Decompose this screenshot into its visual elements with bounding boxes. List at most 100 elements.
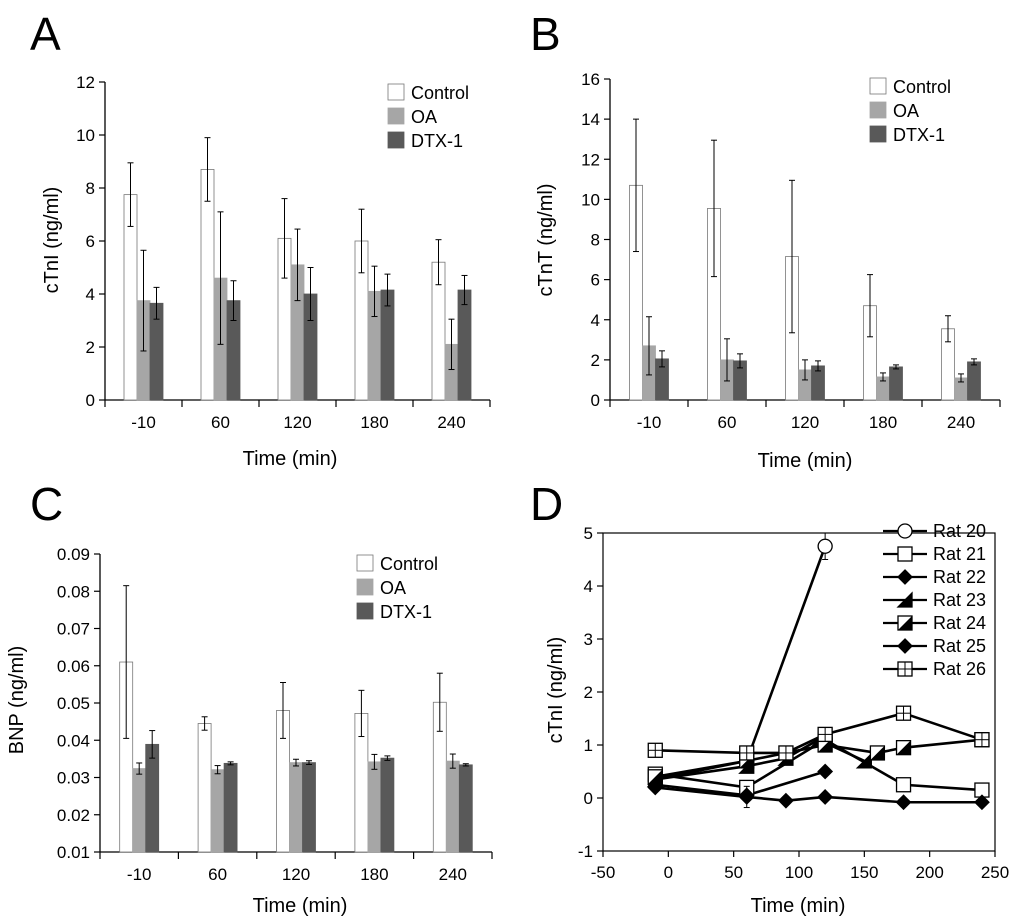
panel-b-x-axis-label: Time (min) — [758, 450, 853, 472]
panel-d-x-tick-label: 150 — [850, 863, 878, 882]
panel-d: D cTnI (ng/ml) Time (min) -1 0 1 2 3 4 5 -50 0 50… — [530, 478, 1009, 917]
panel-d-y-tick-label: 0 — [584, 789, 593, 808]
panel-c-y-tick-label: 0.08 — [57, 582, 90, 601]
panel-d-y-tick-label: 2 — [584, 683, 593, 702]
panel-c-y-tick-label: 0.06 — [57, 657, 90, 676]
panel-c-legend-label: DTX-1 — [380, 602, 432, 622]
panel-a: A cTnI (ng/ml) Time (min) 0 2 4 6 8 10 12 -10 60… — [30, 8, 491, 470]
panel-c-x-tick-label: 120 — [282, 865, 310, 884]
panel-c-legend-label: OA — [380, 578, 406, 598]
panel-d-marker-square — [895, 777, 912, 793]
panel-d-marker-square-cross — [739, 745, 755, 761]
panel-d-marker-half-square-fill — [896, 740, 911, 755]
panel-b-x-tick-label: 120 — [791, 413, 819, 432]
panel-d-marker-diamond — [778, 792, 794, 809]
panel-letter-c: C — [30, 478, 63, 530]
panel-b-y-tick-label: 14 — [581, 110, 600, 129]
panel-d-legend-label: Rat 21 — [933, 544, 986, 564]
panel-a-y-tick-label: 10 — [76, 126, 95, 145]
panel-d-series-line — [655, 711, 983, 755]
panel-d-marker-circle — [817, 538, 833, 554]
panel-c-x-tick-label: 60 — [208, 865, 227, 884]
panel-c-legend-swatch — [356, 602, 374, 620]
panel-d-series-line — [655, 786, 982, 804]
panel-d-marker-diamond — [817, 789, 834, 805]
panel-b-bar — [889, 366, 903, 401]
panel-c-bar — [367, 761, 382, 853]
panel-b-legend-swatch — [869, 77, 887, 95]
panel-b-y-tick-label: 2 — [591, 351, 600, 370]
panel-c-y-tick-label: 0.01 — [57, 843, 90, 862]
panel-d-marker-square-cross — [778, 745, 794, 761]
panel-d-x-tick-label: 50 — [724, 863, 743, 882]
panel-c-bar — [223, 762, 238, 853]
panel-a-bar — [457, 289, 472, 401]
panel-d-y-axis-label: cTnI (ng/ml) — [545, 637, 567, 744]
panel-c-bar — [132, 768, 147, 853]
panel-d-marker-circle — [897, 523, 913, 539]
panel-b-legend-label: DTX-1 — [893, 125, 945, 145]
panel-d-marker-square — [897, 546, 913, 562]
panel-a-x-tick-label: 240 — [437, 413, 465, 432]
panel-d-marker-square-cross — [895, 705, 912, 721]
panel-c-x-tick-label: -10 — [127, 865, 152, 884]
panel-d-legend-label: Rat 25 — [933, 636, 986, 656]
panel-d-marker-half-square-fill — [648, 769, 663, 784]
panel-b-y-tick-label: 4 — [591, 311, 600, 330]
panel-a-x-tick-label: 180 — [360, 413, 388, 432]
panel-c-y-tick-label: 0.05 — [57, 694, 90, 713]
panel-c-x-axis-label: Time (min) — [253, 895, 348, 917]
panel-d-marker-half-square — [869, 745, 886, 761]
panel-b-y-tick-label: 16 — [581, 70, 600, 89]
panel-d-x-tick-label: -50 — [591, 863, 616, 882]
panel-c-bar — [145, 743, 160, 853]
panel-a-x-tick-label: -10 — [131, 413, 156, 432]
panel-d-marker-square-cross — [974, 732, 990, 748]
panel-b: B cTnT (ng/ml) Time (min) 0 2 4 6 8 10 12 14 16 -… — [530, 8, 1001, 472]
panel-a-x-tick-label: 60 — [211, 413, 230, 432]
panel-d-series-line — [655, 738, 983, 779]
panel-c-bar — [445, 760, 460, 853]
panel-d-marker-diamond — [738, 789, 755, 805]
panel-b-x-tick-label: 180 — [869, 413, 897, 432]
panel-letter-d: D — [530, 478, 563, 530]
panel-a-y-tick-label: 4 — [86, 285, 95, 304]
panel-d-x-tick-label: 250 — [981, 863, 1009, 882]
panel-a-legend-swatch — [387, 107, 405, 125]
panel-c-y-tick-label: 0.02 — [57, 806, 90, 825]
panel-b-y-tick-label: 8 — [591, 231, 600, 250]
panel-c-y-tick-label: 0.07 — [57, 620, 90, 639]
panel-b-y-tick-label: 6 — [591, 271, 600, 290]
panel-b-y-tick-label: 10 — [581, 190, 600, 209]
panel-c-legend-label: Control — [380, 554, 438, 574]
panel-a-legend-swatch — [387, 83, 405, 101]
panel-d-legend-label: Rat 24 — [933, 613, 986, 633]
panel-a-x-tick-label: 120 — [283, 413, 311, 432]
panel-a-legend-swatch — [387, 131, 405, 149]
panel-d-x-tick-label: 100 — [785, 863, 813, 882]
panel-c-x-tick-label: 240 — [439, 865, 467, 884]
panel-letter-a: A — [30, 8, 61, 60]
panel-d-marker-diamond — [974, 794, 990, 811]
panel-d-legend-label: Rat 23 — [933, 590, 986, 610]
panel-a-y-tick-label: 6 — [86, 232, 95, 251]
panel-d-marker-triangle — [855, 752, 872, 769]
panel-a-y-tick-label: 12 — [76, 73, 95, 92]
panel-a-y-tick-label: 8 — [86, 179, 95, 198]
panel-c-bar — [197, 723, 212, 853]
panel-a-x-axis-label: Time (min) — [243, 448, 338, 470]
panel-a-legend-label: Control — [411, 83, 469, 103]
panel-a-y-tick-label: 2 — [86, 338, 95, 357]
panel-d-y-tick-label: 4 — [584, 577, 593, 596]
panel-d-marker-diamond — [895, 794, 912, 811]
panel-c-y-axis-label: BNP (ng/ml) — [6, 646, 28, 755]
panel-d-marker-half-square — [897, 615, 913, 631]
panel-c-y-tick-label: 0.09 — [57, 545, 90, 564]
panel-d-y-tick-label: 5 — [584, 524, 593, 543]
panel-d-legend-label: Rat 22 — [933, 567, 986, 587]
panel-b-x-tick-label: -10 — [637, 413, 662, 432]
panel-a-legend-label: OA — [411, 107, 437, 127]
panel-c-y-tick-label: 0.03 — [57, 769, 90, 788]
panel-d-marker-half-square-fill — [898, 616, 912, 630]
